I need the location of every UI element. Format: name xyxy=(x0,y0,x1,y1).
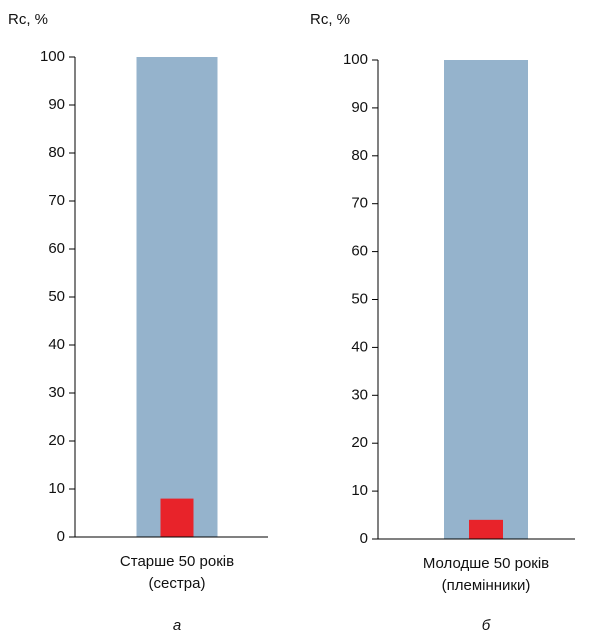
y-tick-label: 40 xyxy=(48,336,65,353)
y-tick-label: 50 xyxy=(48,288,65,305)
y-tick-label: 100 xyxy=(343,51,368,68)
bar xyxy=(469,519,503,539)
x-tick-label: Молодше 50 років (племінники) xyxy=(422,555,550,594)
y-axis-label: Rc, % xyxy=(8,11,48,28)
y-tick-label: 70 xyxy=(351,195,368,212)
caption: б xyxy=(482,617,491,634)
y-tick-label: 60 xyxy=(351,243,368,260)
y-tick-label: 90 xyxy=(351,99,368,116)
y-tick-label: 60 xyxy=(48,240,65,257)
y-tick-label: 0 xyxy=(57,528,65,545)
x-tick-label: Старше 50 років (сестра) xyxy=(119,553,235,592)
y-tick-label: 90 xyxy=(48,96,65,113)
y-tick-label: 20 xyxy=(351,434,368,451)
bar xyxy=(444,60,528,539)
y-tick-label: 80 xyxy=(351,147,368,164)
y-tick-label: 30 xyxy=(48,384,65,401)
y-tick-label: 50 xyxy=(351,290,368,307)
y-tick-label: 80 xyxy=(48,144,65,161)
bar xyxy=(136,57,218,537)
y-tick-label: 10 xyxy=(48,480,65,497)
y-tick-label: 20 xyxy=(48,432,65,449)
y-tick-label: 100 xyxy=(40,48,65,65)
y-tick-label: 40 xyxy=(351,338,368,355)
y-tick-label: 70 xyxy=(48,192,65,209)
caption: а xyxy=(173,617,181,634)
y-tick-label: 30 xyxy=(351,386,368,403)
y-tick-label: 0 xyxy=(360,530,368,547)
y-tick-label: 10 xyxy=(351,482,368,499)
bar xyxy=(160,498,194,537)
y-axis-label: Rc, % xyxy=(310,11,350,28)
